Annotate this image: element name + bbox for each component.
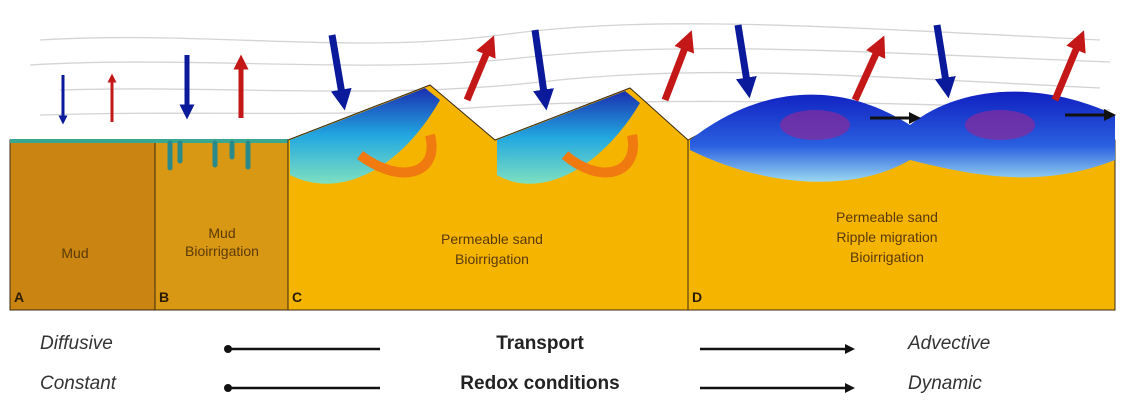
panel-text: Permeable sand (441, 231, 543, 247)
inflow-arrow (332, 35, 343, 100)
panel-letter: D (692, 289, 702, 305)
scale-left: Diffusive (40, 333, 113, 354)
panel-letter: B (159, 289, 169, 305)
panel-letter: C (292, 289, 302, 305)
scale-right: Dynamic (908, 373, 982, 394)
panel-text: Ripple migration (836, 229, 937, 245)
scale-center: Redox conditions (460, 373, 619, 394)
panel-text: Permeable sand (836, 209, 938, 225)
panel-text: Mud (61, 245, 88, 261)
inflow-arrow (535, 30, 545, 100)
panel-text: Bioirrigation (850, 249, 924, 265)
panel-text: Bioirrigation (455, 251, 529, 267)
outflow-arrow (1055, 40, 1080, 100)
scale: Diffusive Constant Transport Redox condi… (40, 333, 990, 394)
panel-text: Mud (208, 225, 235, 241)
outflow-arrow (467, 45, 490, 100)
panel-text: Bioirrigation (185, 243, 259, 259)
inflow-arrow (937, 25, 947, 88)
page: {"panels": [ {"letter": "A", "lines": ["… (0, 0, 1128, 405)
mud-panel (10, 140, 155, 310)
scale-right: Advective (907, 333, 990, 354)
outflow-arrow (855, 45, 880, 100)
diagram: A Mud B Mud Bioirrigation C Permeable sa… (0, 0, 1128, 405)
water-lines (30, 24, 1110, 115)
scale-left: Constant (40, 373, 117, 394)
panel-letter: A (14, 289, 24, 305)
water-line (30, 49, 1110, 66)
scale-center: Transport (496, 333, 584, 354)
pore-zone (780, 110, 850, 140)
pore-zone (965, 110, 1035, 140)
inflow-arrow (738, 25, 748, 88)
